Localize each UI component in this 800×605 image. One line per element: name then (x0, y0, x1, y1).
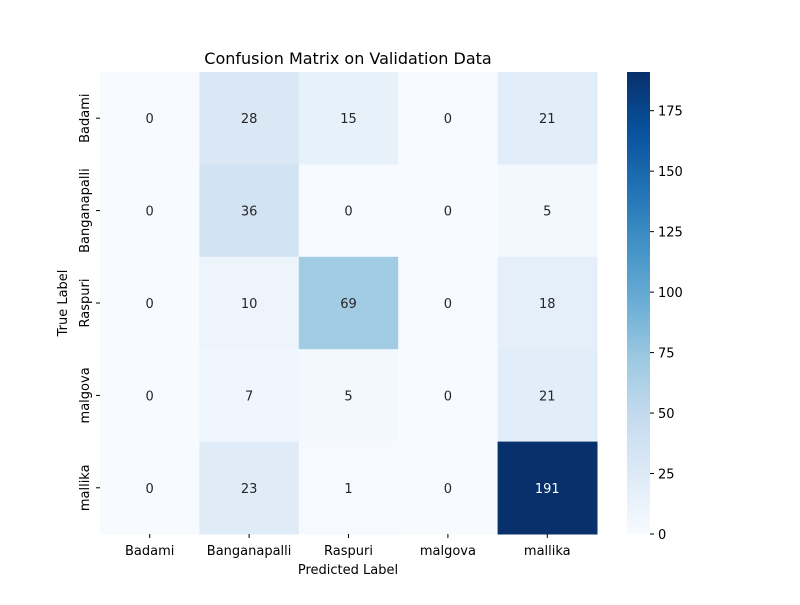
cell-value-label: 0 (146, 112, 154, 127)
y-tick-label: Badami (78, 94, 93, 143)
x-tick-label: malgova (420, 544, 476, 559)
x-tick-label: Badami (125, 544, 174, 559)
cell-value-label: 0 (344, 205, 352, 220)
heatmap-cells (100, 72, 598, 535)
heatmap-cell (497, 349, 598, 443)
cell-value-label: 5 (543, 205, 551, 220)
chart-title: Confusion Matrix on Validation Data (204, 49, 491, 68)
colorbar (627, 72, 650, 534)
colorbar-tick-label: 150 (658, 165, 683, 180)
heatmap-cell (199, 72, 300, 165)
x-axis-ticks: Badami Banganapalli Raspuri malgova mallika (125, 534, 571, 559)
colorbar-ticks: 0 25 50 75 100 125 150 175 (650, 105, 683, 543)
heatmap-cell-labels: 0 28 15 0 210 36 0 0 50 10 69 0 180 7 5 0 210 23 1 0 191 (146, 112, 560, 497)
heatmap-cell (199, 349, 300, 443)
cell-value-label: 1 (344, 482, 352, 497)
cell-value-label: 10 (241, 297, 258, 312)
cell-value-label: 0 (146, 389, 154, 404)
heatmap-cell (100, 72, 200, 165)
x-tick-label: Banganapalli (207, 544, 292, 559)
heatmap-cell (497, 72, 598, 165)
heatmap-cell (398, 441, 499, 535)
x-tick-label: mallika (524, 544, 571, 559)
heatmap-cell (199, 164, 300, 258)
colorbar-tick-label: 25 (658, 468, 675, 483)
colorbar-tick-label: 100 (658, 286, 683, 301)
y-tick-label: mallika (78, 464, 93, 511)
colorbar-tick-label: 125 (658, 226, 683, 241)
cell-value-label: 21 (539, 389, 556, 404)
heatmap-cell (298, 349, 399, 443)
heatmap-cell (497, 256, 598, 350)
cell-value-label: 0 (146, 297, 154, 312)
heatmap-cell (398, 164, 499, 258)
cell-value-label: 0 (146, 482, 154, 497)
heatmap-cell (497, 441, 598, 535)
cell-value-label: 18 (539, 297, 556, 312)
y-tick-label: Raspuri (78, 279, 93, 328)
cell-value-label: 21 (539, 112, 556, 127)
heatmap-cell (100, 441, 200, 535)
cell-value-label: 28 (241, 112, 258, 127)
cell-value-label: 0 (444, 297, 452, 312)
cell-value-label: 191 (535, 482, 560, 497)
x-axis-label: Predicted Label (298, 563, 398, 578)
cell-value-label: 0 (146, 205, 154, 220)
cell-value-label: 69 (340, 297, 357, 312)
y-tick-label: Banganapalli (78, 168, 93, 253)
heatmap-cell (298, 256, 399, 350)
colorbar-tick-label: 50 (658, 407, 675, 422)
y-axis-label: True Label (56, 270, 71, 338)
cell-value-label: 5 (344, 389, 352, 404)
cell-value-label: 36 (241, 205, 258, 220)
colorbar-tick-label: 175 (658, 105, 683, 120)
heatmap-cell (398, 349, 499, 443)
heatmap-cell (298, 164, 399, 258)
cell-value-label: 0 (444, 482, 452, 497)
heatmap-cell (100, 256, 200, 350)
heatmap-cell (298, 72, 399, 165)
cell-value-label: 0 (444, 112, 452, 127)
heatmap-cell (100, 164, 200, 258)
heatmap-cell (497, 164, 598, 258)
heatmap-cell (199, 441, 300, 535)
colorbar-tick-label: 0 (658, 528, 666, 543)
cell-value-label: 0 (444, 205, 452, 220)
heatmap-cell (100, 349, 200, 443)
heatmap-cell (398, 256, 499, 350)
cell-value-label: 23 (241, 482, 258, 497)
colorbar-tick-label: 75 (658, 347, 675, 362)
y-axis-ticks: Badami Banganapalli Raspuri malgova mallika (78, 94, 100, 511)
cell-value-label: 7 (245, 389, 253, 404)
cell-value-label: 15 (340, 112, 357, 127)
heatmap-cell (298, 441, 399, 535)
cell-value-label: 0 (444, 389, 452, 404)
heatmap-cell (398, 72, 499, 165)
y-tick-label: malgova (78, 367, 93, 423)
x-tick-label: Raspuri (324, 544, 373, 559)
heatmap-cell (199, 256, 300, 350)
